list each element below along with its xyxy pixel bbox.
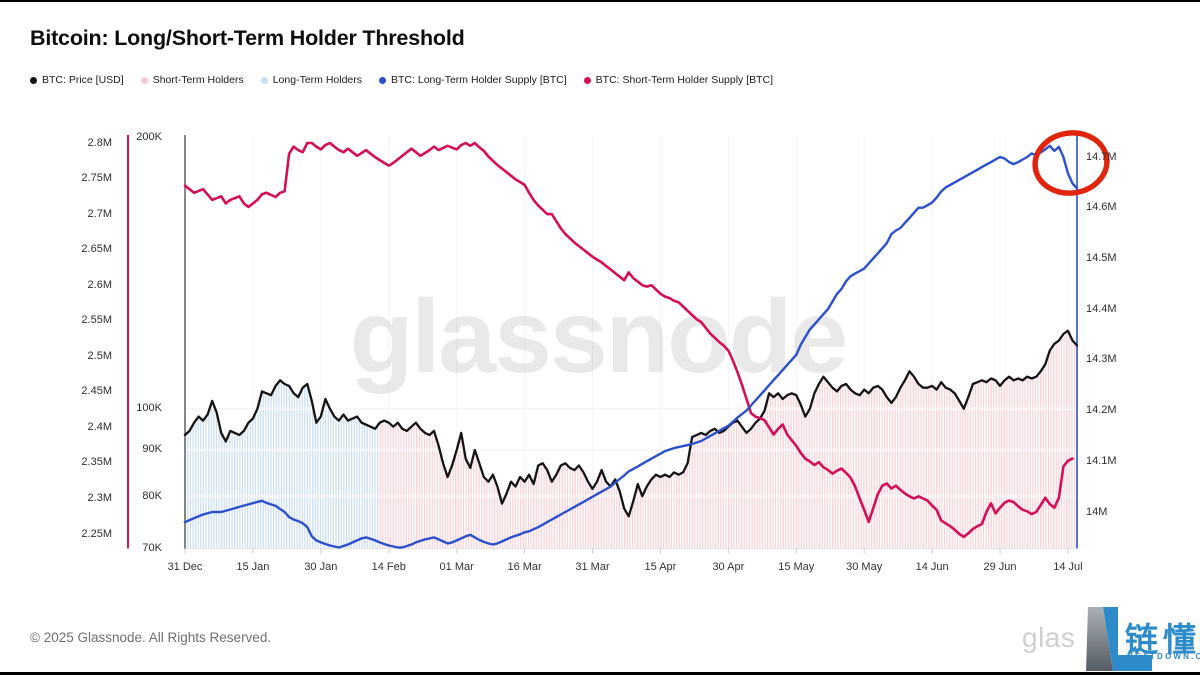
tick-label: 01 Mar (439, 561, 474, 573)
tick-label: 2.55M (81, 314, 112, 327)
tick-label: 2.5M (87, 349, 112, 362)
legend-label: Short-Term Holders (152, 74, 244, 86)
legend-label: BTC: Price [USD] (42, 74, 124, 86)
neatdown-logo-icon (1086, 607, 1152, 671)
legend-label: BTC: Long-Term Holder Supply [BTC] (391, 74, 567, 86)
tick-label: 14 Jul (1053, 561, 1083, 573)
tick-label: 2.4M (87, 420, 112, 433)
legend-item[interactable]: BTC: Short-Term Holder Supply [BTC] (583, 74, 774, 86)
tick-label: 30 Apr (712, 561, 745, 573)
top-edge-bar (0, 0, 1200, 2)
legend: BTC: Price [USD] Short-Term Holders Long-T… (30, 74, 773, 86)
tick-label: 29 Jun (983, 561, 1017, 573)
tick-label: 2.7M (87, 207, 112, 220)
chart-plot[interactable]: glassnode (0, 0, 1200, 600)
price-line (183, 329, 1079, 518)
legend-item[interactable]: BTC: Long-Term Holder Supply [BTC] (379, 74, 567, 86)
tick-label: 90K (142, 443, 162, 456)
tick-label: 15 May (778, 561, 815, 573)
bottom-edge-bar (0, 672, 1200, 675)
highlight-circle-annotation (1032, 130, 1110, 196)
tick-label: 30 Jan (304, 561, 338, 573)
legend-dot-icon (30, 76, 37, 84)
tick-label: 14 Feb (371, 561, 406, 573)
tick-label: 2.65M (81, 243, 112, 256)
tick-label: 14.4M (1086, 302, 1117, 315)
tick-label: 2.25M (81, 527, 112, 540)
copyright-text: © 2025 Glassnode. All Rights Reserved. (30, 630, 272, 645)
legend-item[interactable]: Short-Term Holders (140, 74, 244, 86)
tick-label: 200K (136, 130, 162, 143)
tick-label: 15 Jan (236, 561, 270, 573)
tick-label: 2.3M (87, 491, 112, 504)
tick-label: 14.3M (1086, 353, 1117, 366)
legend-item[interactable]: Long-Term Holders (260, 74, 363, 86)
tick-label: 100K (136, 402, 162, 415)
tick-label: 2.35M (81, 456, 112, 469)
tick-label: 80K (142, 489, 162, 502)
lth-supply-line (183, 144, 1079, 549)
tick-label: 2.75M (81, 172, 112, 185)
legend-label: BTC: Short-Term Holder Supply [BTC] (595, 74, 774, 86)
tick-label: 2.8M (87, 136, 112, 149)
sth-supply-line (183, 141, 1074, 539)
neatdown-logo-text: 链懂 (1125, 621, 1200, 658)
tick-label: 2.6M (87, 278, 112, 291)
tick-label: 2.45M (81, 385, 112, 398)
tick-label: 14.2M (1086, 404, 1117, 417)
tick-label: 14 Jun (915, 561, 949, 573)
tick-label: 14.6M (1086, 201, 1117, 214)
legend-dot-icon (140, 76, 148, 84)
legend-item[interactable]: BTC: Price [USD] (30, 74, 124, 86)
tick-label: 31 Mar (575, 561, 610, 573)
glassnode-watermark: glassnode (350, 279, 846, 395)
tick-label: 14.1M (1086, 454, 1117, 467)
long-term-holders-area (185, 380, 379, 549)
legend-dot-icon (583, 76, 591, 84)
tick-label: 70K (142, 542, 162, 554)
legend-label: Long-Term Holders (272, 74, 363, 86)
tick-label: 30 May (846, 561, 883, 573)
neatdown-logo-subtext: NEATDOWN.COM (1127, 652, 1200, 661)
legend-dot-icon (260, 76, 268, 84)
glassnode-logo-partial: glas (1022, 622, 1076, 653)
tick-label: 31 Dec (167, 561, 203, 573)
legend-dot-icon (379, 76, 387, 84)
tick-label: 14M (1086, 505, 1108, 518)
tick-label: 14.5M (1086, 251, 1117, 264)
page-title: Bitcoin: Long/Short-Term Holder Threshol… (30, 26, 465, 50)
tick-label: 16 Mar (507, 561, 542, 573)
tick-label: 15 Apr (644, 561, 677, 573)
tick-label: 14.7M (1086, 150, 1117, 163)
